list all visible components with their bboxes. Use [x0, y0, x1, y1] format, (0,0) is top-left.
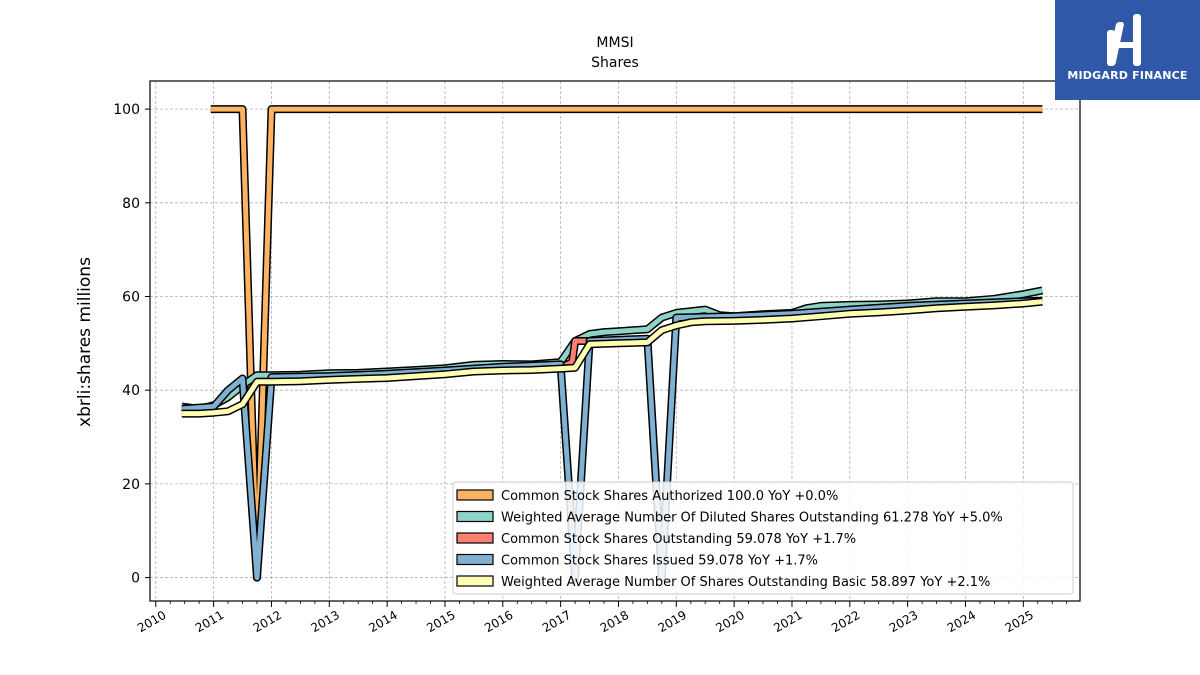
y-tick-label: 60	[122, 289, 140, 305]
x-tick-label: 2016	[482, 608, 515, 635]
legend-swatch-2	[456, 532, 494, 544]
legend-box	[452, 481, 1074, 595]
series-outline-4	[181, 297, 1043, 418]
chart-subtitle: Shares	[591, 55, 639, 71]
legend: Common Stock Shares Authorized 100.0 YoY…	[452, 481, 1074, 595]
legend-swatch-4	[456, 575, 494, 587]
y-tick-label: 0	[131, 571, 140, 587]
y-tick-label: 100	[113, 102, 140, 118]
brand-logo-icon	[1107, 14, 1141, 66]
legend-swatch-1	[456, 510, 494, 523]
series-line-4	[181, 299, 1043, 417]
x-tick-label: 2024	[945, 608, 978, 635]
legend-swatch-3	[456, 553, 494, 566]
brand-name: MIDGARD FINANCE	[1067, 69, 1188, 82]
x-tick-label: 2019	[656, 608, 689, 635]
chart-title: MMSI	[596, 35, 633, 51]
y-tick-label: 80	[122, 196, 140, 212]
x-tick-label: 2021	[771, 608, 804, 635]
x-tick-label: 2013	[309, 608, 342, 635]
brand-logo: MIDGARD FINANCE	[1055, 0, 1200, 100]
y-tick-label: 20	[122, 477, 140, 493]
x-tick-label: 2012	[251, 608, 284, 635]
x-tick-label: 2020	[713, 608, 746, 635]
x-tick-label: 2010	[135, 608, 168, 635]
legend-entry-1: Weighted Average Number Of Diluted Share…	[501, 511, 1003, 526]
legend-entry-3: Common Stock Shares Issued 59.078 YoY +1…	[501, 554, 818, 569]
x-tick-label: 2015	[424, 608, 457, 635]
x-tick-label: 2022	[829, 608, 862, 635]
y-axis-label: xbrli:shares millions	[75, 257, 95, 427]
x-tick-label: 2023	[887, 608, 920, 635]
legend-swatch-0	[456, 489, 494, 501]
x-tick-label: 2014	[366, 608, 399, 635]
legend-entry-0: Common Stock Shares Authorized 100.0 YoY…	[501, 489, 838, 504]
legend-entry-2: Common Stock Shares Outstanding 59.078 Y…	[501, 532, 856, 547]
y-tick-label: 40	[122, 383, 140, 399]
x-tick-label: 2017	[540, 608, 573, 635]
plot-frame	[149, 80, 1081, 602]
legend-entry-4: Weighted Average Number Of Shares Outsta…	[501, 575, 990, 590]
x-tick-label: 2018	[598, 608, 631, 635]
x-tick-label: 2025	[1003, 608, 1036, 635]
x-tick-label: 2011	[193, 608, 226, 635]
